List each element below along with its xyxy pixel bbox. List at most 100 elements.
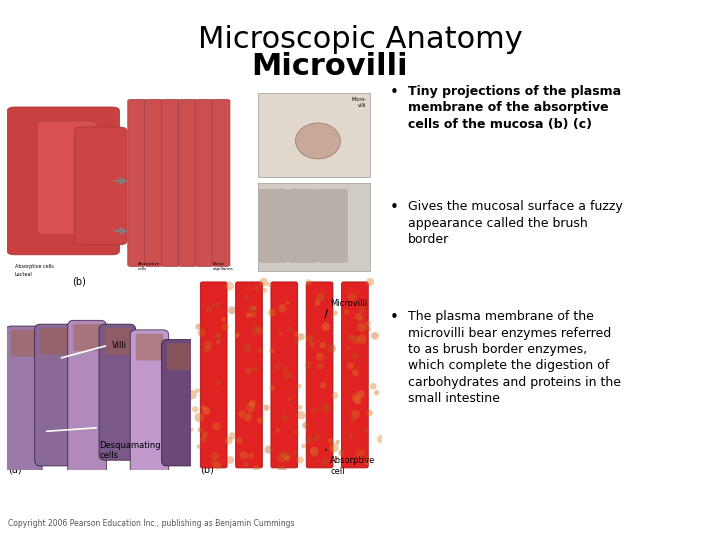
Text: The plasma membrane of the
microvilli bear enzymes referred
to as brush border e: The plasma membrane of the microvilli be…: [408, 310, 621, 406]
Ellipse shape: [295, 123, 341, 159]
Circle shape: [216, 340, 220, 344]
Circle shape: [330, 443, 339, 452]
Circle shape: [352, 393, 360, 401]
Circle shape: [357, 390, 365, 398]
Circle shape: [228, 306, 236, 314]
FancyBboxPatch shape: [99, 324, 135, 460]
Circle shape: [192, 406, 199, 413]
FancyBboxPatch shape: [68, 320, 107, 476]
Circle shape: [187, 390, 197, 400]
Circle shape: [302, 422, 309, 429]
FancyBboxPatch shape: [40, 328, 70, 355]
Text: Villi: Villi: [112, 341, 127, 350]
FancyBboxPatch shape: [35, 324, 75, 466]
Circle shape: [249, 400, 256, 407]
Circle shape: [315, 300, 320, 306]
Circle shape: [246, 412, 253, 419]
Circle shape: [318, 363, 324, 369]
Circle shape: [217, 333, 220, 337]
Circle shape: [343, 309, 349, 315]
Circle shape: [287, 326, 293, 332]
Text: Copyright 2006 Pearson Education Inc., publishing as Benjamin Cummings: Copyright 2006 Pearson Education Inc., p…: [8, 519, 294, 528]
FancyBboxPatch shape: [135, 334, 163, 361]
Circle shape: [246, 367, 252, 374]
Circle shape: [278, 454, 287, 462]
Circle shape: [351, 410, 360, 418]
Text: Tiny projections of the plasma
membrane of the absorptive
cells of the mucosa (b: Tiny projections of the plasma membrane …: [408, 85, 621, 131]
Circle shape: [243, 344, 251, 352]
FancyBboxPatch shape: [318, 189, 348, 263]
Circle shape: [202, 407, 210, 415]
Circle shape: [222, 323, 229, 331]
Circle shape: [347, 362, 354, 369]
Circle shape: [225, 282, 234, 291]
Circle shape: [352, 336, 360, 344]
FancyBboxPatch shape: [104, 328, 130, 355]
FancyBboxPatch shape: [212, 99, 230, 266]
Circle shape: [354, 396, 361, 404]
Circle shape: [377, 435, 385, 443]
Circle shape: [248, 305, 254, 311]
Circle shape: [330, 448, 334, 452]
Circle shape: [370, 383, 377, 390]
Circle shape: [297, 384, 302, 388]
Circle shape: [246, 313, 251, 318]
Circle shape: [222, 318, 226, 321]
Text: •: •: [390, 310, 399, 325]
Circle shape: [338, 450, 344, 456]
FancyBboxPatch shape: [341, 282, 368, 468]
FancyBboxPatch shape: [73, 324, 101, 351]
Circle shape: [235, 332, 240, 336]
FancyBboxPatch shape: [306, 282, 333, 468]
FancyBboxPatch shape: [37, 121, 97, 235]
Circle shape: [294, 429, 299, 435]
Text: •: •: [390, 85, 399, 100]
Circle shape: [269, 385, 275, 391]
Text: (b): (b): [200, 465, 214, 475]
Circle shape: [198, 329, 206, 337]
Circle shape: [297, 333, 305, 340]
Circle shape: [349, 415, 356, 422]
Circle shape: [357, 334, 366, 344]
Text: Microvilli: Microvilli: [330, 299, 367, 307]
Circle shape: [348, 435, 353, 440]
Circle shape: [359, 316, 365, 322]
Circle shape: [352, 353, 359, 360]
FancyBboxPatch shape: [195, 99, 213, 266]
Circle shape: [301, 443, 306, 449]
Circle shape: [374, 390, 379, 395]
Circle shape: [249, 307, 256, 313]
Circle shape: [253, 285, 259, 291]
Text: Microvilli: Microvilli: [252, 52, 408, 81]
Text: Microscopic Anatomy: Microscopic Anatomy: [197, 25, 523, 54]
FancyBboxPatch shape: [161, 340, 197, 466]
Circle shape: [305, 279, 312, 285]
Circle shape: [366, 409, 373, 416]
Circle shape: [312, 451, 318, 458]
Circle shape: [348, 334, 354, 340]
Circle shape: [274, 364, 280, 370]
Circle shape: [364, 459, 370, 465]
Circle shape: [243, 294, 249, 300]
Circle shape: [292, 450, 297, 455]
Circle shape: [336, 456, 339, 460]
Circle shape: [348, 292, 356, 301]
Circle shape: [197, 427, 203, 433]
Circle shape: [264, 446, 273, 454]
Circle shape: [312, 408, 317, 413]
Circle shape: [203, 345, 210, 353]
FancyBboxPatch shape: [5, 326, 42, 476]
Text: •: •: [390, 200, 399, 215]
Circle shape: [326, 344, 336, 353]
Circle shape: [279, 450, 286, 457]
Circle shape: [202, 406, 205, 409]
Circle shape: [212, 301, 219, 308]
Circle shape: [211, 459, 217, 465]
Circle shape: [364, 428, 368, 432]
Circle shape: [321, 457, 329, 465]
Circle shape: [286, 301, 290, 305]
Circle shape: [276, 428, 279, 433]
Circle shape: [225, 437, 233, 444]
Circle shape: [366, 278, 374, 286]
Circle shape: [204, 341, 212, 348]
